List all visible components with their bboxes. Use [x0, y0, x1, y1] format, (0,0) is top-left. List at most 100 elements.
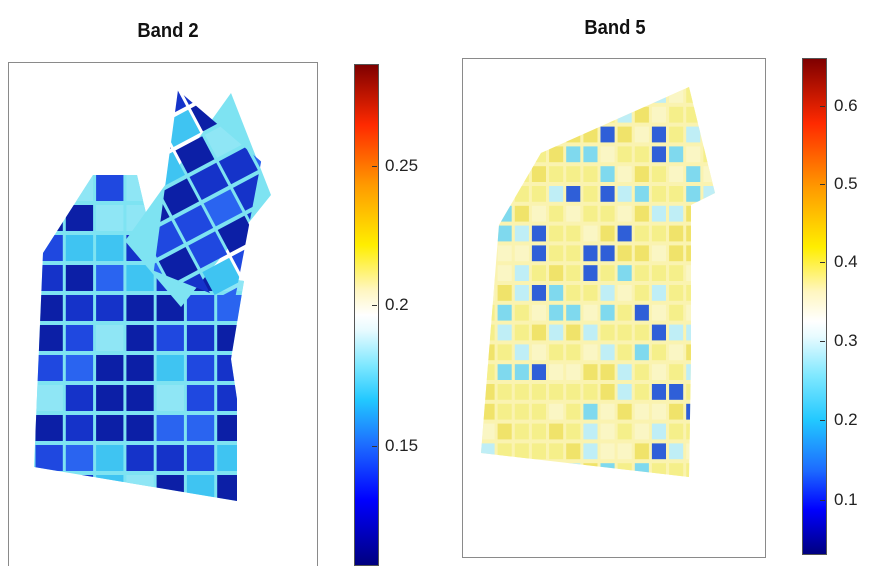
- field-plot: [686, 126, 701, 143]
- field-plot: [186, 355, 215, 381]
- field-plot: [481, 344, 495, 361]
- field-plot: [514, 265, 529, 281]
- field-plot: [218, 147, 258, 185]
- field-plot: [531, 463, 546, 477]
- field-plot: [531, 443, 546, 460]
- field-plot: [566, 324, 581, 341]
- field-plot: [96, 295, 124, 321]
- field-plot: [549, 186, 564, 202]
- field-plot: [686, 384, 701, 400]
- field-plot: [497, 146, 512, 163]
- field-plot: [600, 304, 615, 321]
- field-plot: [35, 325, 63, 351]
- field-plot: [703, 324, 715, 341]
- field-plot: [634, 87, 649, 103]
- field-plot: [497, 443, 512, 460]
- field-plot: [126, 295, 154, 321]
- field-plot: [96, 385, 124, 411]
- field-plot: [481, 126, 495, 143]
- field-plot: [497, 344, 512, 361]
- field-plot: [600, 265, 615, 281]
- field-plot: [703, 344, 715, 361]
- field-plot: [189, 162, 229, 200]
- field-plot: [566, 225, 581, 242]
- field-plot: [514, 364, 529, 380]
- field-plot: [497, 364, 512, 380]
- field-plot: [669, 245, 684, 262]
- field-plot: [651, 166, 666, 182]
- field-plot: [566, 344, 581, 361]
- field-plot: [186, 295, 215, 321]
- field-plot: [497, 106, 512, 123]
- field-plot: [188, 231, 228, 269]
- field-plot: [600, 324, 615, 341]
- field-plot: [481, 423, 495, 440]
- band-2-field-map: [34, 71, 314, 501]
- field-plot: [566, 423, 581, 440]
- field-plot: [651, 423, 666, 440]
- field-plot: [126, 175, 154, 201]
- field-plot: [35, 295, 63, 321]
- field-plot: [497, 423, 512, 440]
- field-plot: [634, 423, 649, 440]
- colorbar-tick-mark: [820, 262, 825, 263]
- colorbar-tick-label: 0.15: [385, 436, 419, 455]
- field-plot: [126, 475, 154, 501]
- field-plot: [481, 106, 495, 123]
- field-plot: [634, 245, 649, 262]
- field-plot: [583, 87, 598, 103]
- field-plot: [703, 443, 715, 460]
- field-plot: [669, 403, 684, 420]
- field-plot: [651, 324, 666, 341]
- field-plot: [131, 125, 171, 163]
- field-plot: [566, 126, 581, 143]
- field-plot: [634, 265, 649, 281]
- field-plot: [686, 443, 701, 460]
- field-plot: [497, 126, 512, 143]
- field-plot: [651, 265, 666, 281]
- field-plot: [583, 463, 598, 477]
- field-plot: [566, 443, 581, 460]
- field-plot: [497, 205, 512, 222]
- field-plot: [600, 225, 615, 242]
- field-plot: [96, 415, 124, 441]
- field-plot: [549, 106, 564, 123]
- field-plot: [481, 245, 495, 262]
- field-plot: [35, 205, 63, 231]
- field-plot: [634, 126, 649, 143]
- field-plot: [497, 186, 512, 202]
- colorbar-tick-mark: [372, 305, 377, 306]
- field-plot: [651, 443, 666, 460]
- field-plot: [583, 166, 598, 182]
- field-plot: [651, 463, 666, 477]
- field-plot: [634, 403, 649, 420]
- field-plot: [65, 355, 94, 381]
- field-plot: [497, 324, 512, 341]
- field-plot: [481, 146, 495, 163]
- field-plot: [583, 403, 598, 420]
- field-plot: [566, 146, 581, 163]
- field-plot: [514, 205, 529, 222]
- field-plot: [88, 114, 128, 152]
- field-plot: [531, 186, 546, 202]
- field-plot: [669, 304, 684, 321]
- field-plot: [186, 325, 215, 351]
- field-plot: [481, 87, 495, 103]
- field-plot: [549, 245, 564, 262]
- colorbar-tick-mark: [820, 184, 825, 185]
- field-plot: [514, 225, 529, 242]
- field-plot: [481, 186, 495, 202]
- field-plot: [566, 364, 581, 380]
- field-plot: [481, 403, 495, 420]
- field-plot: [217, 385, 244, 411]
- field-plot: [583, 304, 598, 321]
- field-plot: [617, 87, 632, 103]
- field-plot: [206, 71, 246, 90]
- field-plot: [617, 443, 632, 460]
- field-plot: [497, 463, 512, 477]
- field-plot: [160, 178, 200, 216]
- colorbar-tick-mark: [372, 166, 377, 167]
- field-plot: [669, 384, 684, 400]
- field-plot: [617, 324, 632, 341]
- field-plot: [651, 384, 666, 400]
